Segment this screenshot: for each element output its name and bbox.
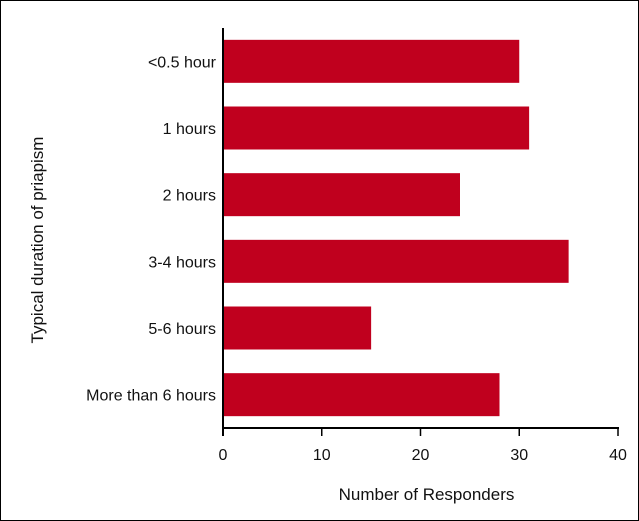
- x-axis-title: Number of Responders: [339, 485, 515, 504]
- x-tick-label: 0: [219, 447, 228, 464]
- category-label: 3-4 hours: [148, 254, 216, 271]
- bar-4: [223, 306, 372, 350]
- category-label: 2 hours: [163, 188, 216, 205]
- bar-5: [223, 373, 500, 417]
- bar-2: [223, 173, 460, 217]
- bar-3: [223, 239, 569, 283]
- x-axis-ticks: 0 10 20 30 40: [219, 428, 627, 464]
- bar-1: [223, 106, 530, 150]
- category-label: 1 hours: [163, 121, 216, 138]
- bar-0: [223, 39, 520, 83]
- x-tick-label: 10: [313, 447, 331, 464]
- x-tick-label: 30: [510, 447, 528, 464]
- category-label: 5-6 hours: [148, 321, 216, 338]
- x-tick-label: 40: [609, 447, 627, 464]
- category-labels: <0.5 hour 1 hours 2 hours 3-4 hours 5-6 hour…: [86, 54, 217, 404]
- bars-group: [223, 39, 569, 417]
- x-tick-label: 20: [412, 447, 430, 464]
- category-label: <0.5 hour: [148, 54, 217, 71]
- category-label: More than 6 hours: [86, 388, 216, 405]
- y-axis-title: Typical duration of priapism: [28, 137, 47, 344]
